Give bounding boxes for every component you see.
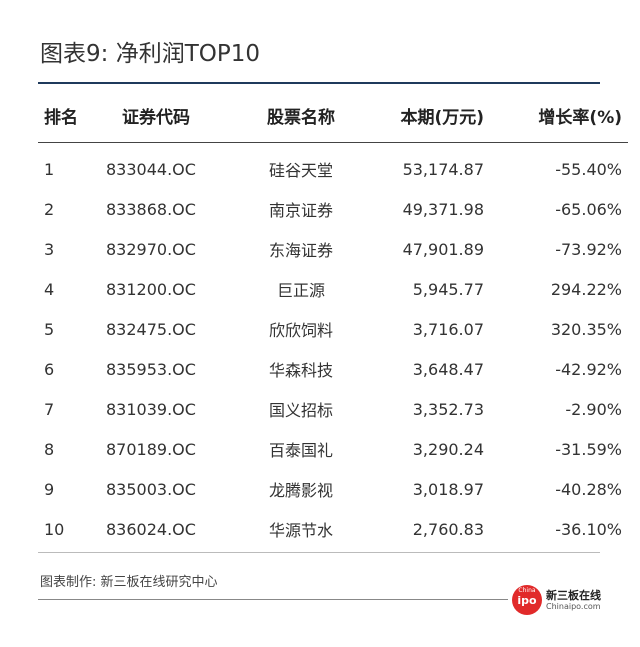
table-row: 9 835003.OC 龙腾影视 3,018.97 -40.28% — [38, 469, 628, 509]
code-cell: 833868.OC — [106, 199, 196, 219]
header-name: 股票名称 — [267, 107, 335, 128]
logo-icon: China ipo — [512, 585, 542, 615]
header-growth: 增长率(%) — [538, 107, 622, 128]
code-cell: 833044.OC — [106, 159, 196, 179]
brand-logo: China ipo 新三板在线 Chinaipo.com — [512, 585, 604, 617]
growth-cell: 294.22% — [550, 279, 622, 299]
rank-cell: 5 — [44, 319, 55, 339]
logo-name: 新三板在线 — [546, 589, 601, 602]
logo-ipo-text: ipo — [517, 594, 537, 607]
name-cell: 华森科技 — [268, 361, 333, 380]
growth-cell: -55.40% — [555, 159, 622, 179]
growth-cell: 320.35% — [550, 319, 622, 339]
value-cell: 3,648.47 — [412, 359, 484, 379]
table-row: 8 870189.OC 百泰国礼 3,290.24 -31.59% — [38, 429, 628, 469]
value-cell: 47,901.89 — [402, 239, 484, 259]
rank-cell: 9 — [44, 479, 55, 499]
logo-china-text: China — [518, 587, 536, 594]
growth-cell: -36.10% — [555, 519, 622, 539]
page-title: 图表9: 净利润TOP10 — [40, 41, 260, 67]
code-cell: 836024.OC — [106, 519, 196, 539]
name-cell: 华源节水 — [268, 521, 333, 540]
growth-cell: -42.92% — [555, 359, 622, 379]
name-cell: 欣欣饲料 — [268, 321, 333, 340]
rank-cell: 1 — [44, 159, 55, 179]
source-note: 图表制作: 新三板在线研究中心 — [40, 575, 218, 590]
table-header-row: 排名 证券代码 股票名称 本期(万元) 增长率(%) — [38, 92, 628, 143]
table-row: 3 832970.OC 东海证券 47,901.89 -73.92% — [38, 229, 628, 269]
value-cell: 3,018.97 — [412, 479, 484, 499]
value-cell: 3,352.73 — [412, 399, 484, 419]
table-row: 10 836024.OC 华源节水 2,760.83 -36.10% — [38, 509, 628, 549]
name-cell: 硅谷天堂 — [268, 161, 333, 180]
value-cell: 53,174.87 — [402, 159, 484, 179]
name-cell: 巨正源 — [276, 281, 325, 300]
growth-cell: -65.06% — [555, 199, 622, 219]
code-cell: 832475.OC — [106, 319, 196, 339]
growth-cell: -31.59% — [555, 439, 622, 459]
table-row: 1 833044.OC 硅谷天堂 53,174.87 -55.40% — [38, 149, 628, 189]
name-cell: 国义招标 — [268, 401, 333, 420]
code-cell: 832970.OC — [106, 239, 196, 259]
code-cell: 831039.OC — [106, 399, 196, 419]
value-cell: 3,290.24 — [412, 439, 484, 459]
table-row: 5 832475.OC 欣欣饲料 3,716.07 320.35% — [38, 309, 628, 349]
logo-url: Chinaipo.com — [546, 602, 601, 611]
title-divider — [38, 82, 600, 84]
rank-cell: 10 — [44, 519, 65, 539]
rank-cell: 4 — [44, 279, 55, 299]
value-cell: 5,945.77 — [412, 279, 484, 299]
table-row: 2 833868.OC 南京证券 49,371.98 -65.06% — [38, 189, 628, 229]
growth-cell: -2.90% — [565, 399, 622, 419]
value-cell: 49,371.98 — [402, 199, 484, 219]
growth-cell: -40.28% — [555, 479, 622, 499]
top10-table: 排名 证券代码 股票名称 本期(万元) 增长率(%) 1 833044.OC 硅谷天… — [38, 92, 628, 549]
rank-cell: 2 — [44, 199, 55, 219]
code-cell: 831200.OC — [106, 279, 196, 299]
rank-cell: 7 — [44, 399, 55, 419]
value-cell: 2,760.83 — [412, 519, 484, 539]
footer-divider — [38, 599, 508, 600]
code-cell: 835003.OC — [106, 479, 196, 499]
value-cell: 3,716.07 — [412, 319, 484, 339]
rank-cell: 6 — [44, 359, 55, 379]
table-row: 7 831039.OC 国义招标 3,352.73 -2.90% — [38, 389, 628, 429]
table-row: 6 835953.OC 华森科技 3,648.47 -42.92% — [38, 349, 628, 389]
rank-cell: 8 — [44, 439, 55, 459]
rank-cell: 3 — [44, 239, 55, 259]
table-body: 1 833044.OC 硅谷天堂 53,174.87 -55.40% 2 833868.OC… — [38, 143, 628, 550]
table-bottom-divider — [38, 552, 600, 553]
name-cell: 东海证券 — [268, 241, 333, 260]
header-value: 本期(万元) — [400, 107, 484, 128]
header-code: 证券代码 — [122, 107, 190, 128]
code-cell: 835953.OC — [106, 359, 196, 379]
name-cell: 南京证券 — [268, 201, 333, 220]
name-cell: 百泰国礼 — [268, 441, 333, 460]
header-rank: 排名 — [44, 107, 78, 128]
code-cell: 870189.OC — [106, 439, 196, 459]
table-row: 4 831200.OC 巨正源 5,945.77 294.22% — [38, 269, 628, 309]
name-cell: 龙腾影视 — [268, 481, 333, 500]
growth-cell: -73.92% — [555, 239, 622, 259]
